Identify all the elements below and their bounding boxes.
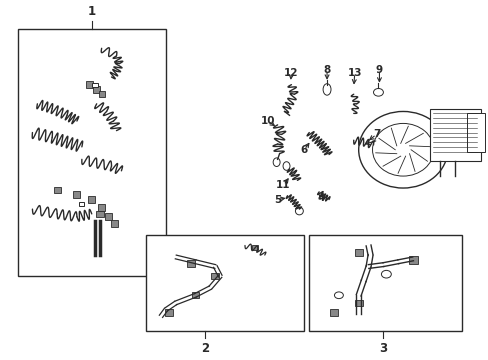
Ellipse shape xyxy=(273,158,280,167)
Bar xyxy=(186,260,194,267)
Bar xyxy=(111,220,118,227)
Text: 3: 3 xyxy=(379,342,386,355)
Bar xyxy=(308,235,462,331)
Ellipse shape xyxy=(283,162,289,170)
Text: 4: 4 xyxy=(317,193,324,203)
Bar xyxy=(105,213,112,220)
Bar xyxy=(354,249,362,256)
Bar xyxy=(92,83,98,86)
Bar xyxy=(18,29,165,276)
Bar xyxy=(164,309,172,316)
Ellipse shape xyxy=(373,89,383,96)
Text: 7: 7 xyxy=(372,130,379,139)
Ellipse shape xyxy=(334,292,343,298)
Bar xyxy=(354,300,362,306)
Bar xyxy=(88,196,95,203)
Bar xyxy=(251,244,257,250)
Bar xyxy=(192,292,199,298)
Text: 5: 5 xyxy=(273,194,281,204)
Bar xyxy=(467,113,484,152)
Bar xyxy=(408,256,417,264)
Bar xyxy=(99,91,104,97)
Bar xyxy=(429,109,480,161)
Bar xyxy=(146,235,304,331)
Ellipse shape xyxy=(295,207,303,215)
Text: 13: 13 xyxy=(347,68,361,78)
Bar xyxy=(96,211,103,217)
Bar xyxy=(93,86,100,93)
Text: 8: 8 xyxy=(323,65,330,75)
Bar xyxy=(86,81,93,88)
Bar xyxy=(98,204,105,211)
Text: 10: 10 xyxy=(260,116,274,126)
Bar xyxy=(211,273,219,279)
Ellipse shape xyxy=(358,112,447,188)
Ellipse shape xyxy=(323,84,330,95)
Bar xyxy=(79,202,84,206)
Ellipse shape xyxy=(381,270,390,278)
Text: 2: 2 xyxy=(201,342,209,355)
Text: 1: 1 xyxy=(87,5,96,18)
Ellipse shape xyxy=(372,123,433,176)
Text: 6: 6 xyxy=(300,145,307,155)
Text: 9: 9 xyxy=(375,65,382,75)
Bar xyxy=(73,192,80,198)
Text: 12: 12 xyxy=(284,68,298,78)
Bar xyxy=(329,309,338,316)
Text: 11: 11 xyxy=(276,180,290,190)
Bar xyxy=(54,186,61,193)
